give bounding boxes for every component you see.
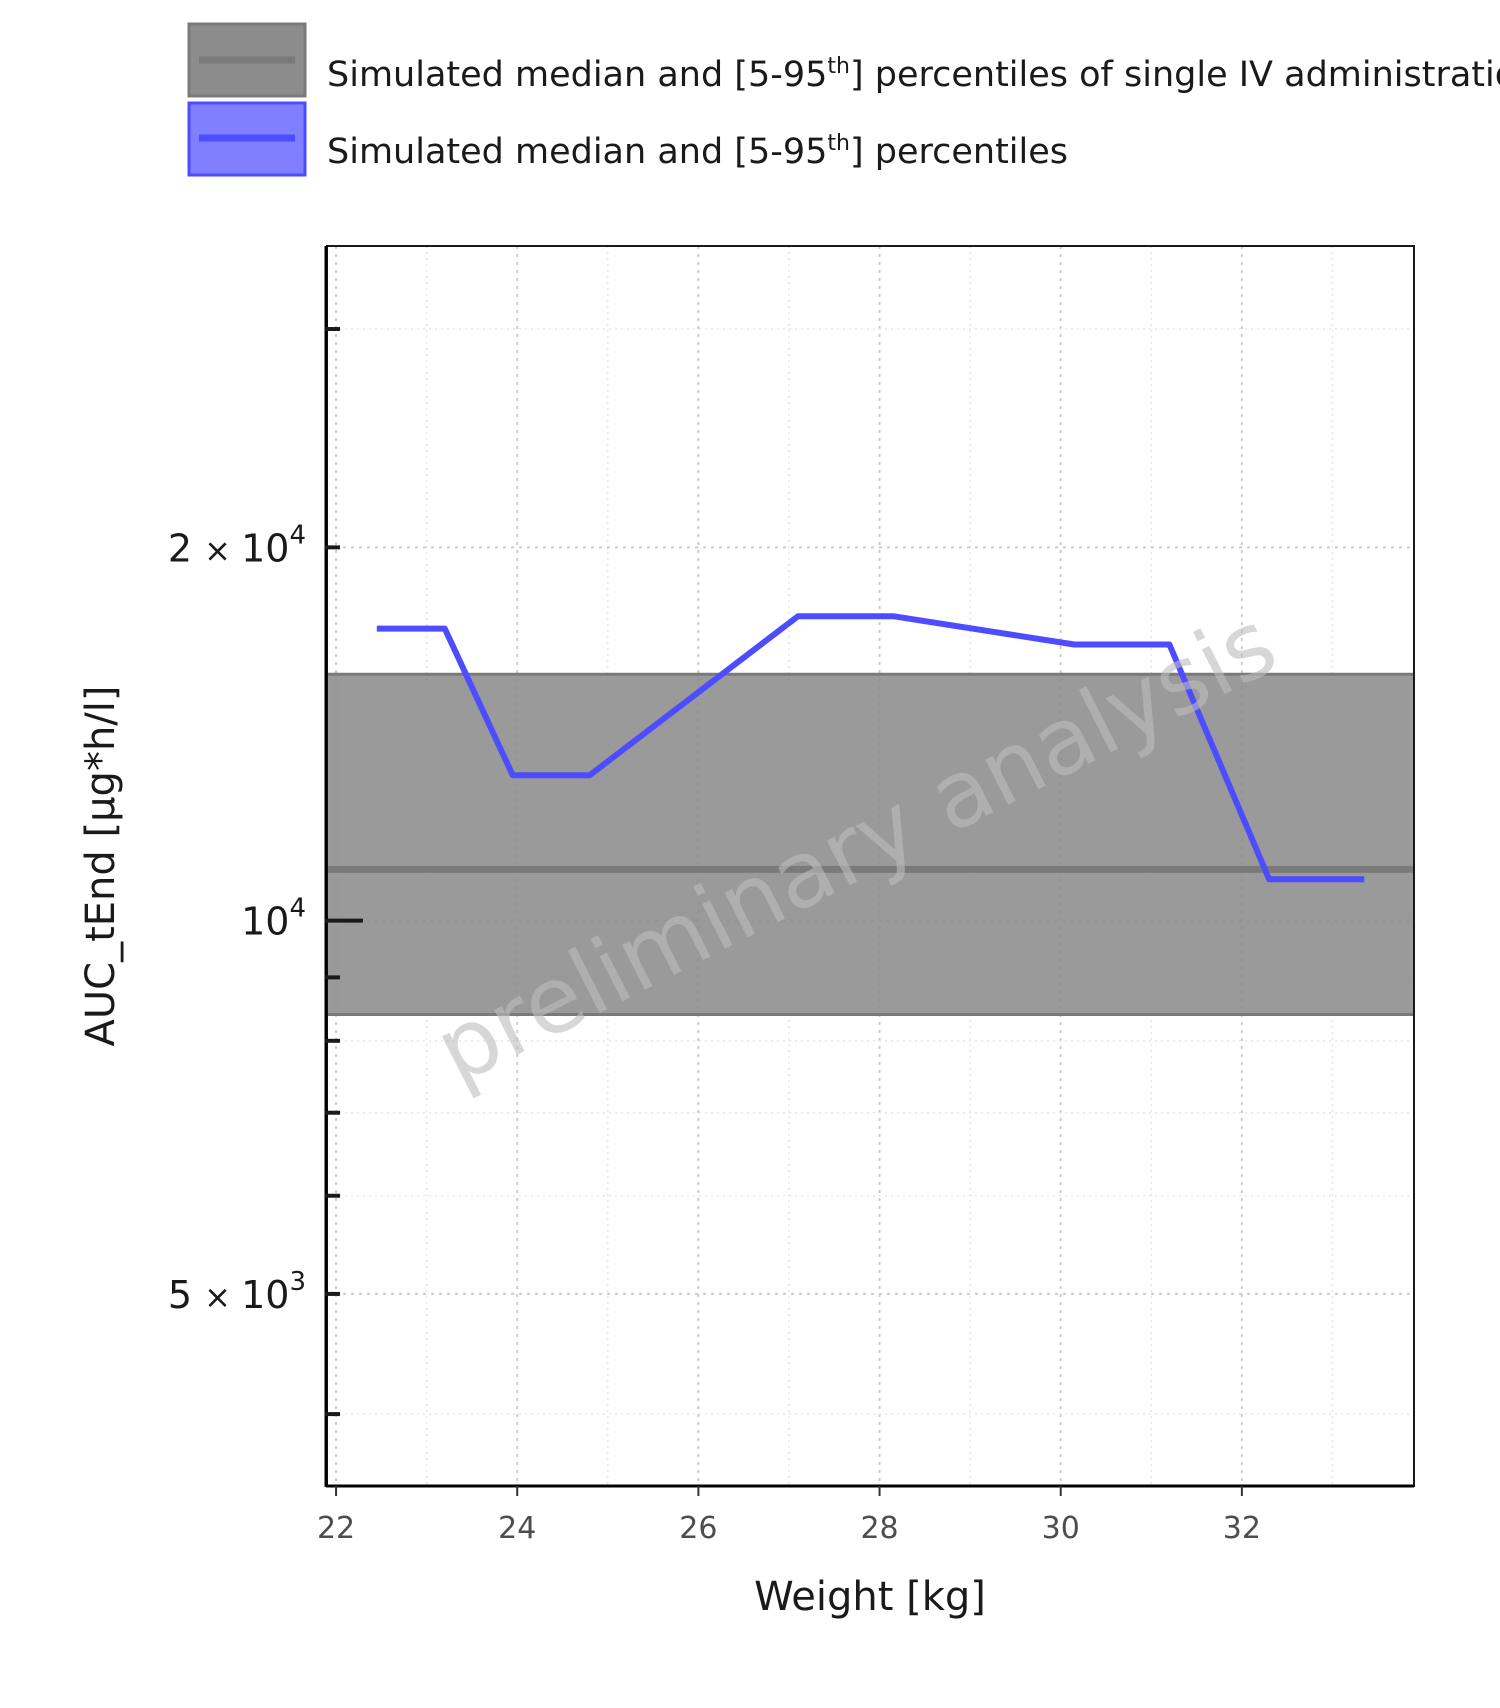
plot-panel: preliminary analysis 22 24 26 28 30 325 × 103… xyxy=(168,245,1415,1546)
legend: Simulated median and [5-95th] percentile… xyxy=(187,22,1500,177)
y-tick-label: 5 × 103 xyxy=(168,1267,306,1317)
y-tick-label: 2 × 104 xyxy=(168,520,306,570)
axes: 22 24 26 28 30 32 5 × 103 104 2 × 104 xyxy=(168,327,1261,1546)
legend-item-band: Simulated median and [5-95th] percentile… xyxy=(187,22,1500,98)
median-line xyxy=(376,613,1365,883)
band-range xyxy=(327,674,1414,1015)
x-tick-label: 22 xyxy=(317,1511,355,1546)
x-tick-label: 24 xyxy=(498,1511,536,1546)
x-axis-title: Weight [kg] xyxy=(754,1574,986,1620)
y-axis-title: AUC_tEnd [µg*h/l] xyxy=(78,686,124,1047)
legend-label-line: Simulated median and [5-95th] percentile… xyxy=(327,131,1068,172)
data-layer xyxy=(327,613,1414,1017)
legend-label-band: Simulated median and [5-95th] percentile… xyxy=(327,54,1500,95)
x-tick-label: 28 xyxy=(860,1511,898,1546)
x-tick-label: 26 xyxy=(679,1511,717,1546)
x-tick-label: 30 xyxy=(1042,1511,1080,1546)
x-tick-label: 32 xyxy=(1223,1511,1261,1546)
legend-item-line: Simulated median and [5-95th] percentile… xyxy=(187,101,1068,177)
y-tick-label: 104 xyxy=(241,894,306,944)
